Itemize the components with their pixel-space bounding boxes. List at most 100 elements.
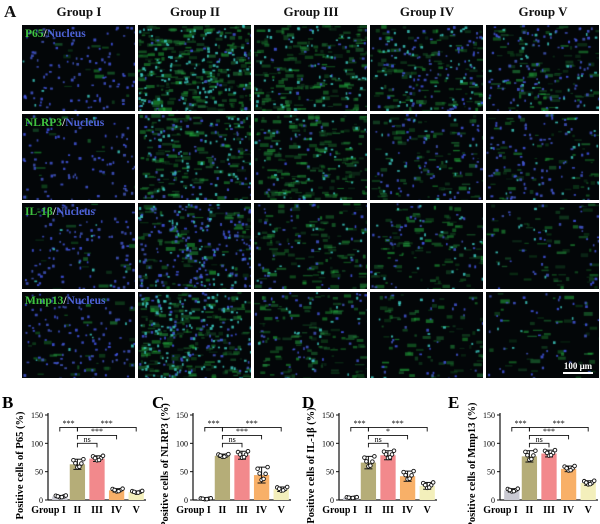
data-point	[533, 448, 538, 453]
bar	[360, 462, 377, 500]
micrograph-il-1β-group-3	[254, 203, 367, 289]
fluorescence-image	[486, 114, 599, 200]
data-point	[426, 485, 432, 490]
bar	[521, 456, 538, 500]
significance-bracket	[367, 434, 409, 440]
data-point	[73, 461, 78, 466]
significance-bracket	[221, 427, 282, 432]
x-tick-label: II	[74, 505, 82, 516]
fluorescence-image	[22, 292, 135, 378]
data-point	[552, 447, 558, 453]
data-point	[568, 467, 573, 473]
x-tick-label: III	[543, 505, 555, 516]
y-tick-label: 100	[176, 439, 188, 448]
bar	[69, 464, 86, 500]
scale-bar: 100 μm	[563, 361, 593, 374]
group-column-title: Group III	[283, 4, 339, 19]
micrograph-p65-group-5	[486, 25, 599, 111]
data-point	[96, 457, 102, 463]
fluorescence-image	[22, 114, 135, 200]
bar	[504, 490, 520, 500]
significance-bracket	[204, 427, 223, 432]
significance-bracket	[511, 427, 530, 432]
data-point	[112, 487, 117, 493]
data-point	[284, 484, 290, 490]
nucleus-label: Nucleus	[46, 28, 86, 40]
chart-e: E Positive cells of Mmp13 (%) 0 50 100 150 Gro…	[448, 393, 598, 524]
bar	[234, 455, 250, 500]
micrograph-nlrp3-group-2	[138, 114, 251, 200]
data-point	[564, 466, 569, 471]
y-tick-label: 150	[322, 411, 334, 420]
data-point	[370, 459, 375, 464]
data-point	[131, 489, 137, 495]
significance-label: ns	[229, 435, 236, 444]
data-point	[116, 488, 121, 494]
data-point	[100, 453, 106, 459]
x-tick-label: V	[585, 505, 593, 516]
micrograph-p65-group-3	[254, 25, 367, 111]
data-point	[79, 461, 84, 466]
data-point	[257, 471, 262, 476]
fluorescence-image	[254, 292, 367, 378]
data-point	[587, 481, 593, 487]
separator: /	[43, 28, 47, 40]
panel-letter-c: C	[152, 393, 164, 412]
micrograph-p65-group-1: P65/Nucleus	[22, 25, 135, 111]
bar	[560, 468, 577, 500]
micrograph-nlrp3-group-5	[486, 114, 599, 200]
bar	[541, 453, 557, 500]
bar	[214, 455, 231, 500]
separator: /	[62, 117, 66, 129]
data-point	[511, 488, 517, 494]
data-point	[63, 493, 69, 498]
bar	[89, 458, 105, 500]
micrograph-nlrp3-group-1: NLRP3/Nucleus	[22, 114, 135, 200]
data-point	[368, 463, 373, 468]
data-point	[383, 452, 389, 457]
significance-bracket	[367, 442, 389, 448]
fluorescence-image	[370, 114, 483, 200]
x-tick-label: IV	[402, 505, 414, 516]
data-point	[525, 452, 530, 458]
data-point	[391, 448, 397, 453]
bar	[108, 490, 125, 500]
y-tick-label: 0	[39, 496, 43, 505]
data-point	[200, 496, 206, 502]
scale-bar-line	[563, 372, 593, 374]
fluorescence-image	[370, 25, 483, 111]
data-point	[362, 455, 367, 460]
significance-label: ***	[543, 427, 555, 436]
data-point	[226, 451, 231, 457]
fluorescence-image	[254, 114, 367, 200]
y-axis-label: Positive cells of NLRP3 (%)	[160, 403, 171, 524]
data-point	[403, 472, 408, 478]
micrograph-nlrp3-group-4	[370, 114, 483, 200]
data-point	[222, 454, 227, 459]
y-tick-label: 0	[491, 496, 495, 505]
data-point	[548, 452, 554, 458]
data-point	[529, 456, 534, 462]
y-axis-label: Positive cells of IL-1β (%)	[306, 407, 317, 524]
y-tick-label: 0	[184, 496, 188, 505]
data-point	[245, 449, 251, 454]
x-tick-label: V	[133, 505, 141, 516]
group-column-title: Group V	[518, 4, 568, 19]
bar	[399, 476, 416, 500]
y-axis-label: Positive cells of P65 (%)	[15, 411, 26, 519]
significance-bracket	[528, 442, 550, 448]
data-point	[81, 456, 86, 462]
data-point	[591, 478, 597, 483]
panel-letter-e: E	[448, 393, 459, 412]
micrograph-p65-group-4	[370, 25, 483, 111]
marker-label: NLRP3	[25, 117, 63, 129]
data-point	[55, 494, 61, 499]
micrograph-p65-group-2	[138, 25, 251, 111]
y-tick-label: 150	[176, 411, 188, 420]
x-tick-label: Group I	[322, 505, 357, 516]
significance-bracket	[221, 434, 263, 440]
data-point	[120, 486, 125, 491]
data-point	[507, 487, 513, 493]
x-tick-label: III	[91, 505, 103, 516]
data-point	[77, 464, 82, 469]
